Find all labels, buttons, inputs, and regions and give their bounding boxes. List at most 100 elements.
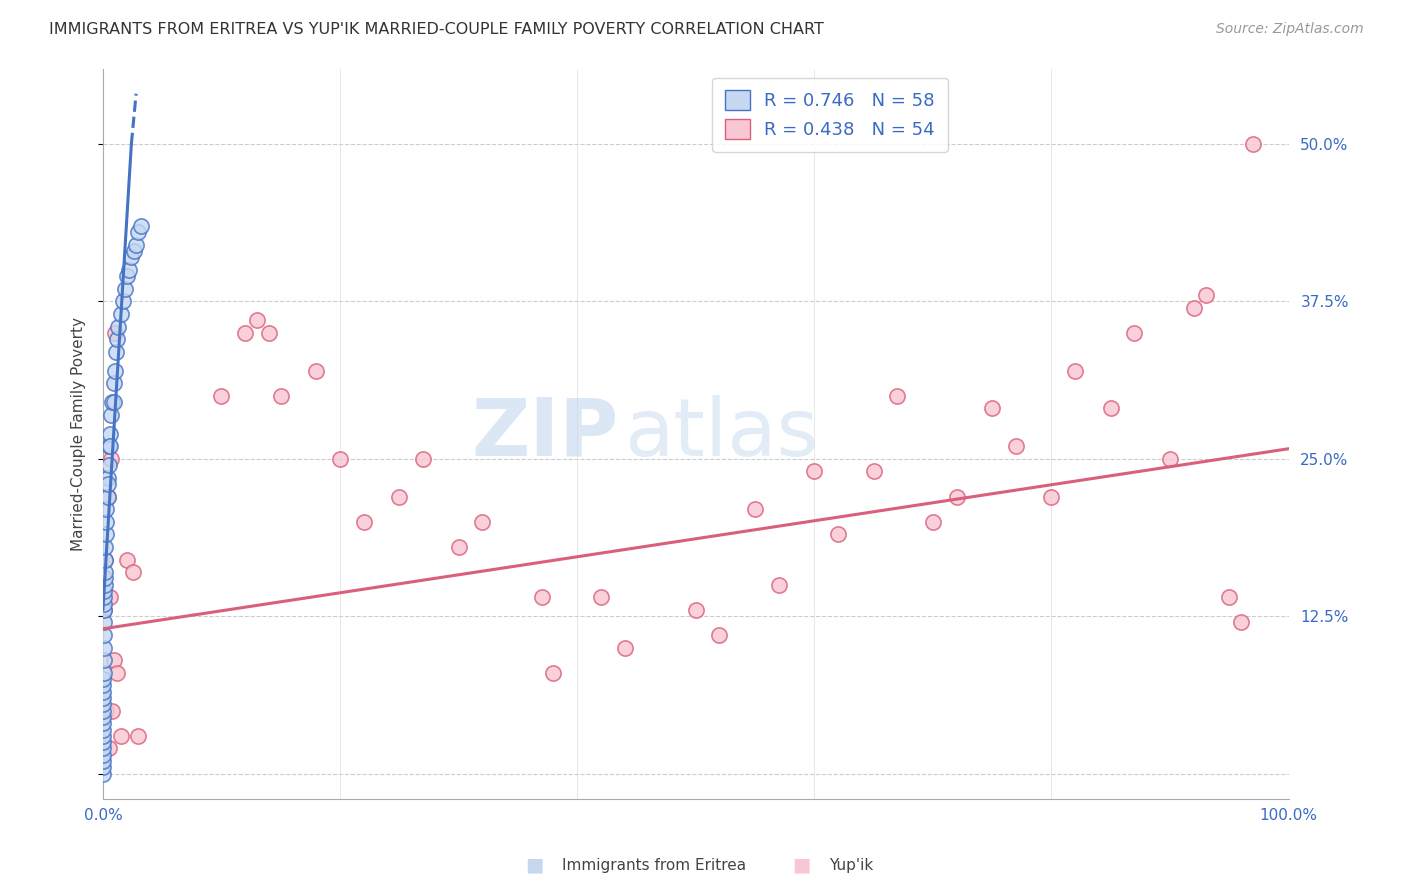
- Point: [471, 515, 494, 529]
- Point: [93, 716, 115, 731]
- Point: [886, 389, 908, 403]
- Text: ZIP: ZIP: [471, 394, 619, 473]
- Point: [93, 640, 115, 655]
- Text: atlas: atlas: [624, 394, 818, 473]
- Point: [104, 344, 127, 359]
- Point: [97, 458, 120, 472]
- Point: [1040, 490, 1063, 504]
- Point: [1159, 451, 1181, 466]
- Point: [97, 741, 120, 756]
- Point: [93, 684, 115, 698]
- Point: [246, 313, 269, 327]
- Point: [93, 698, 115, 712]
- Text: ■: ■: [524, 855, 544, 875]
- Point: [803, 464, 825, 478]
- Point: [270, 389, 292, 403]
- Point: [93, 578, 115, 592]
- Point: [543, 665, 565, 680]
- Point: [100, 451, 122, 466]
- Point: [97, 471, 120, 485]
- Point: [412, 451, 434, 466]
- Point: [921, 515, 943, 529]
- Point: [93, 565, 115, 579]
- Point: [127, 729, 149, 743]
- Point: [112, 294, 135, 309]
- Point: [93, 754, 115, 768]
- Point: [98, 439, 121, 453]
- Point: [93, 591, 115, 605]
- Point: [96, 515, 118, 529]
- Point: [1241, 137, 1264, 152]
- Point: [105, 332, 128, 346]
- Point: [93, 571, 115, 585]
- Text: Immigrants from Eritrea: Immigrants from Eritrea: [562, 858, 747, 872]
- Point: [115, 269, 138, 284]
- Y-axis label: Married-Couple Family Poverty: Married-Couple Family Poverty: [72, 317, 86, 550]
- Point: [105, 665, 128, 680]
- Point: [1230, 615, 1253, 630]
- Point: [93, 766, 115, 780]
- Point: [93, 597, 115, 611]
- Point: [101, 704, 124, 718]
- Point: [827, 527, 849, 541]
- Point: [981, 401, 1004, 416]
- Point: [93, 665, 115, 680]
- Point: [97, 490, 120, 504]
- Point: [96, 704, 118, 718]
- Point: [93, 741, 115, 756]
- Point: [93, 710, 115, 724]
- Point: [103, 395, 125, 409]
- Point: [93, 691, 115, 706]
- Point: [685, 603, 707, 617]
- Point: [447, 540, 470, 554]
- Point: [94, 527, 117, 541]
- Point: [97, 490, 120, 504]
- Point: [115, 552, 138, 566]
- Point: [1123, 326, 1146, 340]
- Text: IMMIGRANTS FROM ERITREA VS YUP'IK MARRIED-COUPLE FAMILY POVERTY CORRELATION CHAR: IMMIGRANTS FROM ERITREA VS YUP'IK MARRIE…: [49, 22, 824, 37]
- Text: Yup'ik: Yup'ik: [830, 858, 873, 872]
- Point: [305, 364, 328, 378]
- Point: [103, 376, 125, 391]
- Text: Source: ZipAtlas.com: Source: ZipAtlas.com: [1216, 22, 1364, 37]
- Point: [97, 477, 120, 491]
- Point: [94, 552, 117, 566]
- Point: [353, 515, 375, 529]
- Point: [93, 704, 115, 718]
- Point: [388, 490, 411, 504]
- Point: [101, 395, 124, 409]
- Point: [709, 628, 731, 642]
- Point: [110, 729, 132, 743]
- Point: [107, 319, 129, 334]
- Point: [121, 565, 143, 579]
- Point: [94, 552, 117, 566]
- Point: [329, 451, 352, 466]
- Point: [104, 326, 127, 340]
- Point: [613, 640, 636, 655]
- Point: [233, 326, 256, 340]
- Point: [768, 578, 790, 592]
- Point: [93, 678, 115, 692]
- Point: [1004, 439, 1026, 453]
- Point: [129, 219, 152, 233]
- Point: [97, 439, 120, 453]
- Point: [93, 603, 115, 617]
- Point: [118, 263, 141, 277]
- Point: [93, 723, 115, 737]
- Point: [93, 628, 115, 642]
- Point: [93, 747, 115, 762]
- Text: ■: ■: [792, 855, 811, 875]
- Point: [120, 251, 142, 265]
- Point: [98, 426, 121, 441]
- Point: [530, 591, 553, 605]
- Point: [100, 408, 122, 422]
- Point: [104, 364, 127, 378]
- Point: [125, 237, 148, 252]
- Point: [98, 591, 121, 605]
- Point: [211, 389, 233, 403]
- Point: [103, 653, 125, 667]
- Point: [93, 735, 115, 749]
- Point: [744, 502, 766, 516]
- Point: [1182, 301, 1205, 315]
- Point: [945, 490, 967, 504]
